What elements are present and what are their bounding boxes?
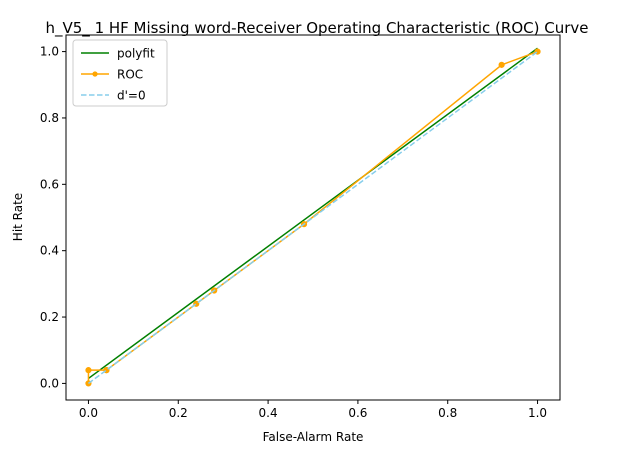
x-axis-label: False-Alarm Rate — [263, 430, 364, 444]
x-tick-label: 0.6 — [348, 406, 367, 420]
x-tick-label: 1.0 — [528, 406, 547, 420]
y-tick-label: 0.6 — [40, 177, 59, 191]
plot-area: 0.0 0.2 0.4 0.6 0.8 1.0 0.0 0.2 0.4 0.6 0.8 1.0 — [40, 34, 561, 420]
x-tick-label: 0.8 — [438, 406, 457, 420]
series-line-2 — [88, 50, 538, 385]
legend-label-1: ROC — [117, 68, 143, 82]
series-line-0 — [88, 47, 538, 380]
legend-marker — [92, 71, 98, 77]
y-tick-label: 0.2 — [40, 310, 59, 324]
legend: polyfit ROC d'=0 — [72, 39, 168, 107]
y-tick-label: 0.4 — [40, 244, 59, 258]
legend-label-0: polyfit — [117, 47, 155, 61]
y-axis-label: Hit Rate — [11, 193, 25, 241]
y-tick-label: 1.0 — [40, 45, 59, 59]
x-tick-label: 0.2 — [169, 406, 188, 420]
y-tick-label: 0.0 — [40, 376, 59, 390]
axes-frame — [65, 34, 561, 401]
x-tick-label: 0.0 — [79, 406, 98, 420]
y-tick-label: 0.8 — [40, 111, 59, 125]
x-tick-label: 0.4 — [259, 406, 278, 420]
legend-label-2: d'=0 — [117, 89, 146, 103]
chart-title: h_V5_ 1 HF Missing word-Receiver Operati… — [45, 19, 588, 38]
roc-point — [85, 367, 92, 374]
legend-box — [72, 39, 168, 107]
roc-point — [498, 61, 505, 68]
